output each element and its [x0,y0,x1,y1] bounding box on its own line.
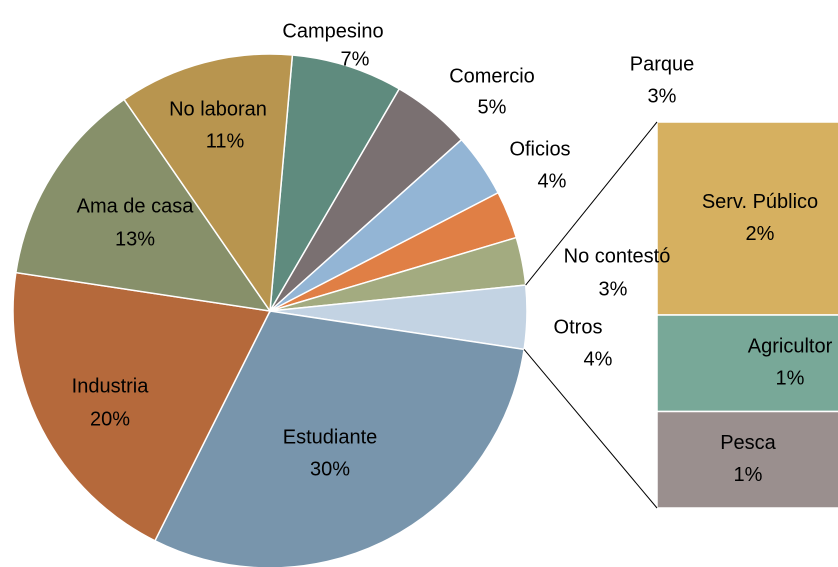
pie-slice [12,271,272,542]
bar-segment [656,314,838,413]
bar-value: 1% [734,464,763,486]
bar-value: 2% [746,223,775,245]
pie-slice [153,310,525,567]
slice-label: Industria [72,375,150,397]
slice-label: Estudiante [283,426,378,448]
slice-label: No laboran [169,98,267,120]
bar-label: Agricultor [748,336,833,358]
bar-label: Serv. Público [702,191,818,213]
pie-slice [269,54,401,312]
slice-label: Comercio [449,65,535,87]
bar-label: Pesca [720,432,776,454]
slice-value: 30% [310,458,350,480]
slice-label: Campesino [282,20,383,42]
pie-slice [123,53,294,314]
bar-segment [656,410,838,509]
slice-label: Otros [554,316,603,338]
slice-value: 11% [206,130,245,152]
slice-value: 4% [538,170,567,192]
slice-label: No contestó [564,245,671,267]
connector [525,121,658,286]
slice-value: 3% [648,85,677,107]
slice-label: Oficios [509,138,570,160]
connector [523,349,658,509]
slice-value: 5% [478,96,507,118]
bar-segment [656,121,838,316]
slice-value: 13% [115,228,155,250]
slice-value: 3% [599,278,628,300]
slice-value: 4% [584,348,613,370]
pie-slice [15,98,272,313]
slice-value: 7% [341,48,370,70]
slice-label: Ama de casa [77,195,195,217]
slice-value: 20% [90,408,130,430]
slice-label: Parque [630,53,695,75]
bar-value: 1% [776,368,805,390]
